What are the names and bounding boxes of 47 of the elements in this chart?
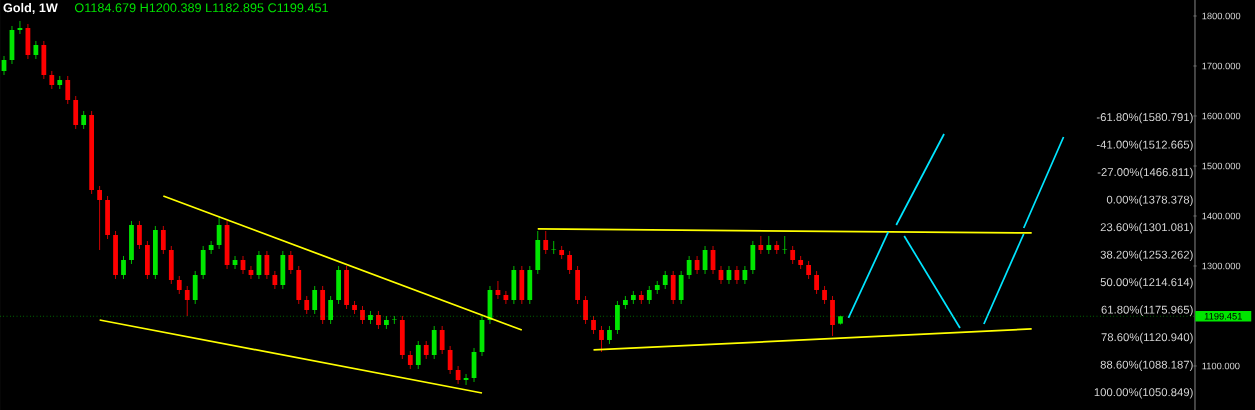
candlestick [33, 40, 39, 60]
candlestick [176, 275, 182, 295]
y-tick-label: 1400.000 [1202, 212, 1241, 220]
y-tick-label: 1100.000 [1202, 362, 1240, 370]
candlestick [814, 270, 819, 295]
y-tick-label: 1500.000 [1202, 162, 1241, 170]
candlestick [686, 255, 692, 280]
candlestick [415, 340, 421, 370]
candlestick [583, 295, 588, 325]
candlestick [208, 240, 214, 255]
y-tick-label: 1600.000 [1202, 112, 1241, 120]
annotation: 50.00%(1214.614) [1100, 277, 1193, 289]
y-tick-label: 1300.000 [1202, 262, 1241, 270]
y-tick-label: 1800.000 [1202, 12, 1241, 20]
annotation: 61.80%(1175.965) [1101, 305, 1193, 316]
candlestick [121, 255, 126, 280]
candlestick [272, 270, 278, 290]
annotation: -41.00%(1512.665) [1096, 140, 1193, 151]
annotation: 88.60%(1088.187) [1100, 360, 1193, 371]
candlestick [184, 285, 190, 317]
annotation: 0.00%(1378.378) [1106, 195, 1193, 206]
candlestick [288, 250, 294, 275]
candlestick [65, 75, 71, 105]
annotation: 38.20%(1253.262) [1100, 250, 1193, 261]
annotation: 78.60%(1120.940) [1101, 332, 1193, 344]
candlestick [439, 325, 445, 355]
candlestick [567, 250, 573, 275]
ref-line-label: 1199.451 [1204, 312, 1242, 320]
annotation: 23.60%(1301.081) [1100, 222, 1193, 234]
y-tick-label: 1700.000 [1202, 62, 1241, 70]
candlestick [160, 225, 166, 255]
candlestick [447, 345, 453, 375]
candlestick [782, 235, 788, 255]
candlestick [543, 230, 549, 255]
annotation: -27.00%(1466.811) [1097, 167, 1193, 179]
chart-title: Gold, 1W [3, 2, 58, 15]
candlestick [137, 220, 142, 250]
chart-subtitle: O1184.679 H1200.389 L1182.895 C1199.451 [74, 3, 328, 13]
candlestick [97, 185, 102, 251]
candlestick [551, 240, 557, 255]
candlestick [599, 325, 604, 353]
candlestick [766, 235, 772, 255]
candlestick [758, 235, 764, 255]
candlestick [312, 285, 318, 315]
annotation: 100.00%(1050.849) [1094, 387, 1193, 399]
annotation: -61.80%(1580.791) [1096, 112, 1193, 124]
candlestick [376, 310, 381, 330]
